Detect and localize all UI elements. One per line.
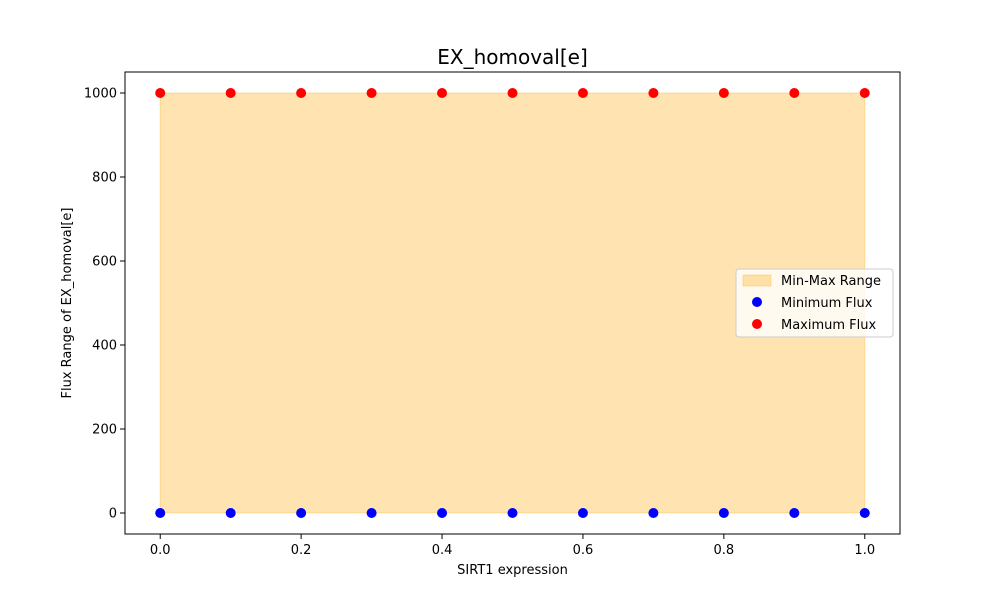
x-tick-label: 0.8 — [714, 543, 735, 558]
chart-title: EX_homoval[e] — [437, 45, 588, 69]
maximum-flux-point — [648, 88, 659, 98]
y-axis-label: Flux Range of EX_homoval[e] — [60, 208, 75, 399]
legend-marker-maximum-flux — [752, 319, 762, 329]
minimum-flux-point — [155, 508, 166, 518]
x-axis: 0.0 0.2 0.4 0.6 0.8 1.0 — [150, 534, 875, 558]
maximum-flux-point — [577, 88, 588, 98]
y-axis: 0 200 400 600 800 1000 — [84, 87, 125, 522]
legend-marker-minimum-flux — [752, 297, 762, 307]
minimum-flux-point — [296, 508, 307, 518]
maximum-flux-point — [155, 88, 166, 98]
x-tick-label: 0.4 — [432, 543, 453, 558]
minimum-flux-point — [225, 508, 236, 518]
minimum-flux-point — [859, 508, 870, 518]
x-tick-label: 1.0 — [854, 543, 875, 558]
y-tick-label: 200 — [92, 423, 117, 438]
y-tick-label: 600 — [92, 255, 117, 270]
legend-label-min-max-range: Min-Max Range — [781, 274, 881, 289]
y-tick-label: 1000 — [84, 87, 117, 102]
legend-label-minimum-flux: Minimum Flux — [781, 296, 873, 311]
plot-frame — [124, 71, 901, 535]
minimum-flux-point — [648, 508, 659, 518]
minimum-flux-point — [789, 508, 800, 518]
x-tick-label: 0.0 — [150, 543, 171, 558]
minimum-flux-point — [437, 508, 448, 518]
legend-label-maximum-flux: Maximum Flux — [781, 318, 877, 333]
maximum-flux-point — [366, 88, 377, 98]
minimum-flux-point — [366, 508, 377, 518]
x-axis-label: SIRT1 expression — [457, 563, 568, 578]
minimum-flux-point — [577, 508, 588, 518]
maximum-flux-point — [789, 88, 800, 98]
y-tick-label: 400 — [92, 339, 117, 354]
y-tick-label: 0 — [109, 507, 117, 522]
plot-area — [155, 88, 870, 518]
maximum-flux-point — [437, 88, 448, 98]
maximum-flux-point — [859, 88, 870, 98]
maximum-flux-point — [296, 88, 307, 98]
minimum-flux-point — [718, 508, 729, 518]
legend: Min-Max Range Minimum Flux Maximum Flux — [735, 268, 894, 338]
minimum-flux-point — [507, 508, 518, 518]
x-tick-label: 0.6 — [573, 543, 594, 558]
legend-frame — [735, 268, 894, 338]
maximum-flux-point — [225, 88, 236, 98]
y-tick-label: 800 — [92, 171, 117, 186]
x-tick-label: 0.2 — [291, 543, 312, 558]
maximum-flux-point — [507, 88, 518, 98]
maximum-flux-point — [718, 88, 729, 98]
legend-swatch-min-max-range — [742, 274, 772, 287]
